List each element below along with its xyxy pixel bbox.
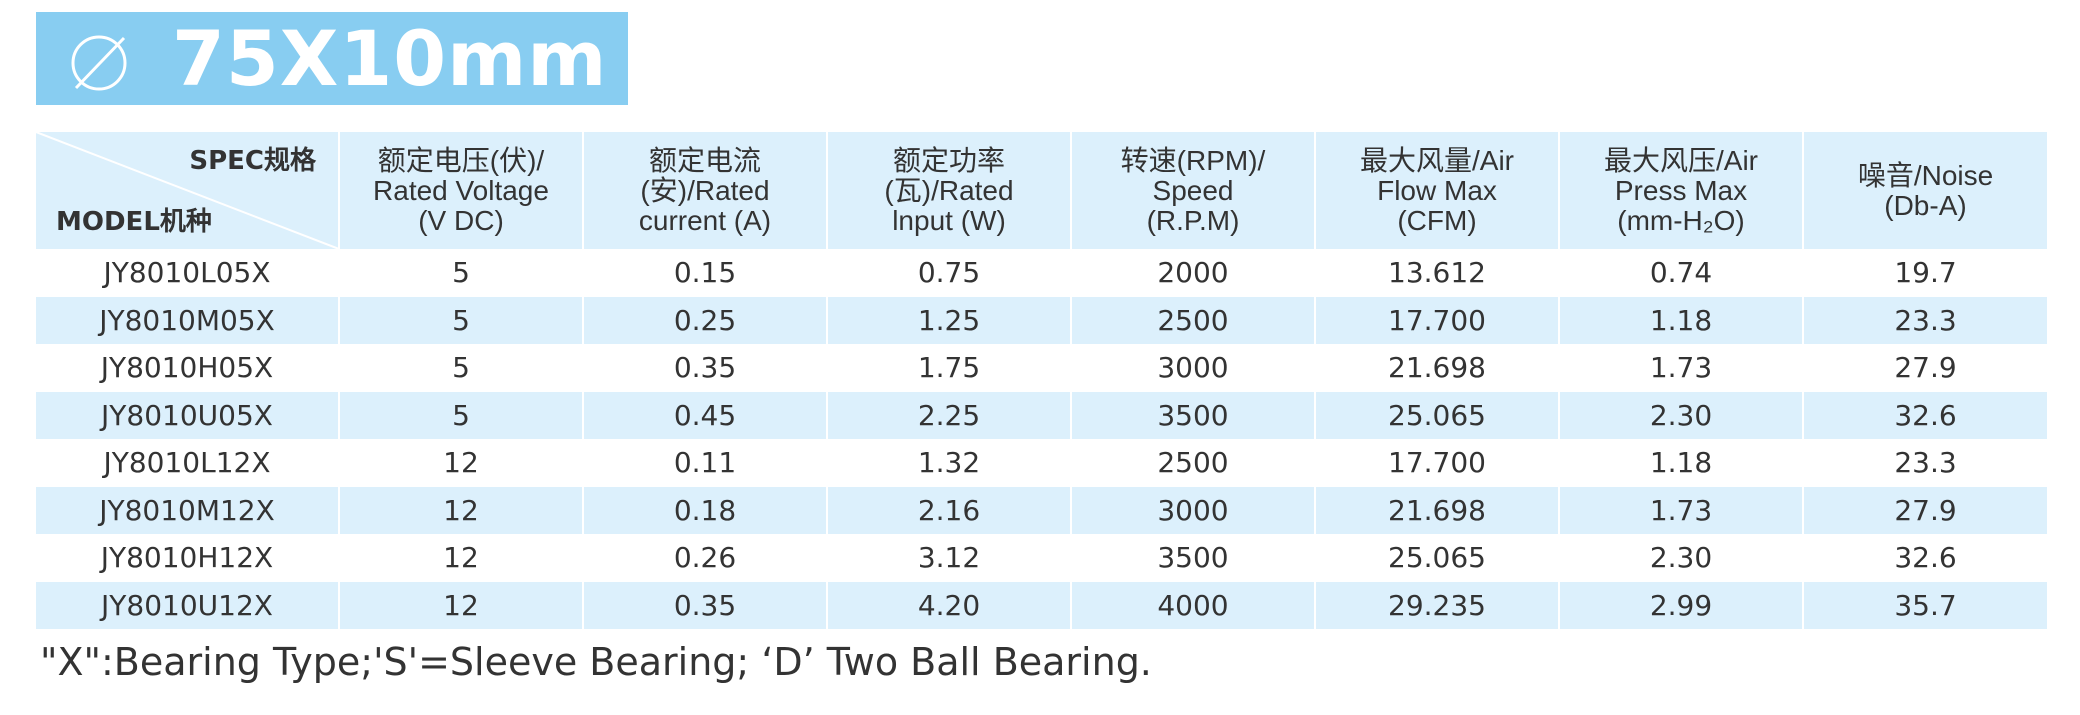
header-speed: 转速(RPM)/ Speed (R.P.M) [1070,132,1315,249]
cell-power: 4.20 [826,581,1071,629]
cell-model: JY8010H05X [36,344,339,392]
cell-air-flow: 13.612 [1314,249,1559,297]
cell-air-pressure: 1.73 [1558,344,1803,392]
cell-noise: 32.6 [1802,391,2047,439]
cell-voltage: 12 [338,534,583,582]
cell-model: JY8010U12X [36,581,339,629]
cell-voltage: 5 [338,249,583,297]
cell-voltage: 5 [338,296,583,344]
header-rated-voltage: 额定电压(伏)/ Rated Voltage (V DC) [338,132,583,249]
cell-air-pressure: 1.18 [1558,439,1803,487]
cell-power: 2.25 [826,391,1071,439]
cell-current: 0.35 [582,581,827,629]
header-air-pressure: 最大风压/Air Press Max (mm-H₂O) [1558,132,1803,249]
cell-speed: 3500 [1070,391,1315,439]
corner-diagonal-line [36,132,339,249]
cell-power: 1.75 [826,344,1071,392]
table-row: JY8010H05X 5 0.35 1.75 3000 21.698 1.73 27.9 [36,344,2047,392]
cell-speed: 4000 [1070,581,1315,629]
cell-noise: 32.6 [1802,534,2047,582]
cell-power: 1.25 [826,296,1071,344]
cell-air-flow: 21.698 [1314,344,1559,392]
cell-current: 0.45 [582,391,827,439]
title-banner: 75X10mm [36,12,628,105]
spec-table: SPEC规格 MODEL机种 额定电压(伏)/ Rated Voltage (V… [36,132,2047,629]
cell-air-flow: 17.700 [1314,296,1559,344]
cell-model: JY8010M12X [36,486,339,534]
table-body: JY8010L05X 5 0.15 0.75 2000 13.612 0.74 19.7 JY8… [36,249,2047,629]
cell-model: JY8010L05X [36,249,339,297]
cell-noise: 19.7 [1802,249,2047,297]
table-corner-header: SPEC规格 MODEL机种 [36,132,339,249]
cell-speed: 3000 [1070,344,1315,392]
cell-power: 1.32 [826,439,1071,487]
cell-air-pressure: 1.73 [1558,486,1803,534]
table-row: JY8010L05X 5 0.15 0.75 2000 13.612 0.74 19.7 [36,249,2047,297]
cell-speed: 2500 [1070,296,1315,344]
header-air-flow: 最大风量/Air Flow Max (CFM) [1314,132,1559,249]
header-rated-current: 额定电流 (安)/Rated current (A) [582,132,827,249]
cell-current: 0.11 [582,439,827,487]
cell-air-pressure: 1.18 [1558,296,1803,344]
cell-voltage: 12 [338,486,583,534]
cell-model: JY8010U05X [36,391,339,439]
table-row: JY8010U12X 12 0.35 4.20 4000 29.235 2.99 35.7 [36,581,2047,629]
cell-noise: 27.9 [1802,486,2047,534]
cell-air-pressure: 0.74 [1558,249,1803,297]
table-row: JY8010M05X 5 0.25 1.25 2500 17.700 1.18 23.3 [36,296,2047,344]
header-noise: 噪音/Noise (Db-A) [1802,132,2047,249]
cell-speed: 2500 [1070,439,1315,487]
cell-air-pressure: 2.30 [1558,534,1803,582]
cell-model: JY8010L12X [36,439,339,487]
cell-current: 0.15 [582,249,827,297]
cell-voltage: 5 [338,344,583,392]
cell-voltage: 5 [338,391,583,439]
cell-noise: 23.3 [1802,439,2047,487]
cell-speed: 2000 [1070,249,1315,297]
table-header-row: SPEC规格 MODEL机种 额定电压(伏)/ Rated Voltage (V… [36,132,2047,249]
cell-noise: 35.7 [1802,581,2047,629]
cell-air-flow: 29.235 [1314,581,1559,629]
cell-air-flow: 21.698 [1314,486,1559,534]
cell-air-flow: 17.700 [1314,439,1559,487]
model-label: MODEL机种 [56,207,212,237]
cell-air-flow: 25.065 [1314,534,1559,582]
cell-air-flow: 25.065 [1314,391,1559,439]
cell-power: 0.75 [826,249,1071,297]
cell-current: 0.35 [582,344,827,392]
cell-air-pressure: 2.99 [1558,581,1803,629]
cell-voltage: 12 [338,581,583,629]
cell-air-pressure: 2.30 [1558,391,1803,439]
cell-current: 0.26 [582,534,827,582]
cell-current: 0.25 [582,296,827,344]
cell-model: JY8010M05X [36,296,339,344]
table-row: JY8010H12X 12 0.26 3.12 3500 25.065 2.30 32.6 [36,534,2047,582]
cell-speed: 3500 [1070,534,1315,582]
cell-noise: 23.3 [1802,296,2047,344]
diameter-icon [71,35,127,91]
cell-noise: 27.9 [1802,344,2047,392]
table-row: JY8010M12X 12 0.18 2.16 3000 21.698 1.73 27.9 [36,486,2047,534]
bearing-type-footnote: "X":Bearing Type;'S'=Sleeve Bearing; ‘D’… [40,640,1152,684]
cell-power: 2.16 [826,486,1071,534]
cell-power: 3.12 [826,534,1071,582]
page-title: 75X10mm [172,14,608,103]
spec-label: SPEC规格 [189,146,316,176]
table-row: JY8010U05X 5 0.45 2.25 3500 25.065 2.30 32.6 [36,391,2047,439]
cell-current: 0.18 [582,486,827,534]
table-row: JY8010L12X 12 0.11 1.32 2500 17.700 1.18 23.3 [36,439,2047,487]
cell-voltage: 12 [338,439,583,487]
header-rated-input: 额定功率 (瓦)/Rated lnput (W) [826,132,1071,249]
cell-model: JY8010H12X [36,534,339,582]
cell-speed: 3000 [1070,486,1315,534]
